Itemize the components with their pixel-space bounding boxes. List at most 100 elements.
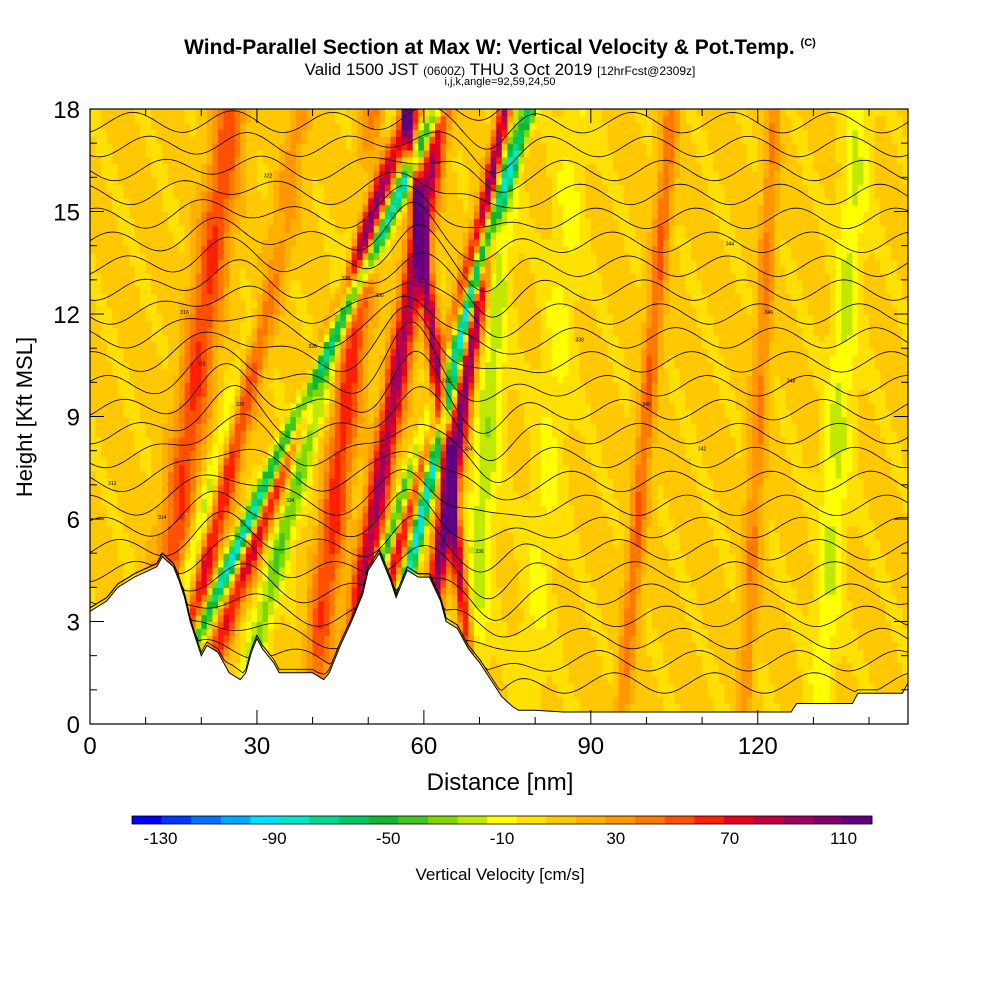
velocity-cell — [117, 443, 124, 452]
velocity-cell — [351, 416, 358, 424]
velocity-cell — [307, 320, 314, 329]
velocity-cell — [279, 560, 286, 568]
velocity-cell — [134, 437, 141, 445]
velocity-cell — [284, 184, 291, 192]
velocity-cell — [251, 341, 258, 349]
velocity-cell — [396, 519, 403, 527]
velocity-cell — [379, 136, 386, 144]
velocity-cell — [357, 430, 364, 438]
velocity-cell — [323, 416, 330, 424]
velocity-cell — [334, 327, 341, 336]
velocity-cell — [201, 266, 208, 274]
velocity-cell — [318, 532, 325, 541]
velocity-cell — [295, 361, 303, 370]
velocity-cell — [362, 437, 369, 445]
velocity-cell — [295, 320, 303, 329]
velocity-cell — [345, 191, 353, 199]
velocity-cell — [123, 361, 130, 370]
velocity-cell — [396, 566, 403, 575]
velocity-cell — [223, 355, 230, 363]
velocity-cell — [268, 197, 275, 206]
velocity-cell — [345, 109, 353, 117]
velocity-cell — [279, 177, 286, 185]
velocity-cell — [334, 279, 341, 288]
velocity-cell — [334, 177, 341, 185]
velocity-cell — [290, 286, 297, 295]
velocity-cell — [223, 184, 230, 192]
velocity-cell — [301, 218, 308, 226]
velocity-cell — [229, 341, 236, 349]
velocity-cell — [162, 443, 169, 452]
velocity-cell — [345, 443, 353, 452]
velocity-cell — [156, 238, 163, 247]
velocity-cell — [151, 409, 158, 418]
velocity-cell — [201, 478, 208, 486]
velocity-cell — [323, 614, 330, 623]
velocity-cell — [251, 279, 258, 288]
velocity-cell — [284, 498, 291, 506]
velocity-cell — [156, 368, 163, 377]
velocity-cell — [284, 300, 291, 308]
velocity-cell — [112, 430, 119, 438]
velocity-cell — [234, 409, 241, 418]
velocity-cell — [351, 430, 358, 438]
velocity-cell — [373, 232, 380, 240]
velocity-cell — [240, 368, 247, 377]
velocity-cell — [223, 143, 230, 151]
velocity-cell — [195, 259, 202, 267]
velocity-cell — [340, 361, 347, 370]
velocity-cell — [229, 443, 236, 452]
velocity-cell — [256, 327, 264, 336]
velocity-cell — [156, 286, 163, 295]
velocity-cell — [206, 505, 214, 513]
velocity-cell — [167, 464, 175, 472]
velocity-cell — [134, 498, 141, 506]
velocity-cell — [212, 457, 219, 465]
velocity-cell — [173, 136, 180, 144]
velocity-cell — [318, 348, 325, 356]
velocity-cell — [101, 300, 108, 308]
velocity-cell — [390, 546, 397, 554]
velocity-cell — [334, 471, 341, 479]
velocity-cell — [134, 553, 141, 561]
velocity-cell — [390, 416, 397, 424]
velocity-cell — [234, 566, 241, 575]
velocity-cell — [368, 109, 375, 117]
velocity-cell — [345, 491, 353, 500]
velocity-cell — [201, 170, 208, 178]
velocity-cell — [362, 478, 369, 486]
velocity-cell — [329, 163, 336, 172]
velocity-cell — [329, 532, 336, 541]
velocity-cell — [106, 327, 113, 336]
velocity-cell — [173, 266, 180, 274]
velocity-cell — [268, 279, 275, 288]
velocity-cell — [128, 389, 136, 397]
velocity-cell — [334, 197, 341, 206]
velocity-cell — [156, 115, 163, 124]
velocity-cell — [301, 279, 308, 288]
velocity-cell — [167, 471, 175, 479]
velocity-cell — [134, 491, 141, 500]
velocity-cell — [273, 361, 280, 370]
velocity-cell — [295, 115, 303, 124]
velocity-cell — [329, 286, 336, 295]
velocity-cell — [268, 115, 275, 124]
velocity-cell — [140, 279, 147, 288]
velocity-cell — [229, 177, 236, 185]
velocity-cell — [307, 238, 314, 247]
velocity-cell — [229, 587, 236, 595]
velocity-cell — [140, 382, 147, 390]
velocity-cell — [173, 163, 180, 172]
velocity-cell — [206, 607, 214, 616]
velocity-cell — [201, 416, 208, 424]
velocity-cell — [329, 156, 336, 165]
velocity-cell — [229, 484, 236, 493]
velocity-cell — [206, 642, 214, 650]
velocity-cell — [345, 286, 353, 295]
velocity-cell — [312, 601, 319, 609]
velocity-cell — [167, 519, 175, 527]
velocity-cell — [201, 177, 208, 185]
velocity-cell — [268, 491, 275, 500]
velocity-cell — [318, 464, 325, 472]
velocity-cell — [173, 252, 180, 260]
